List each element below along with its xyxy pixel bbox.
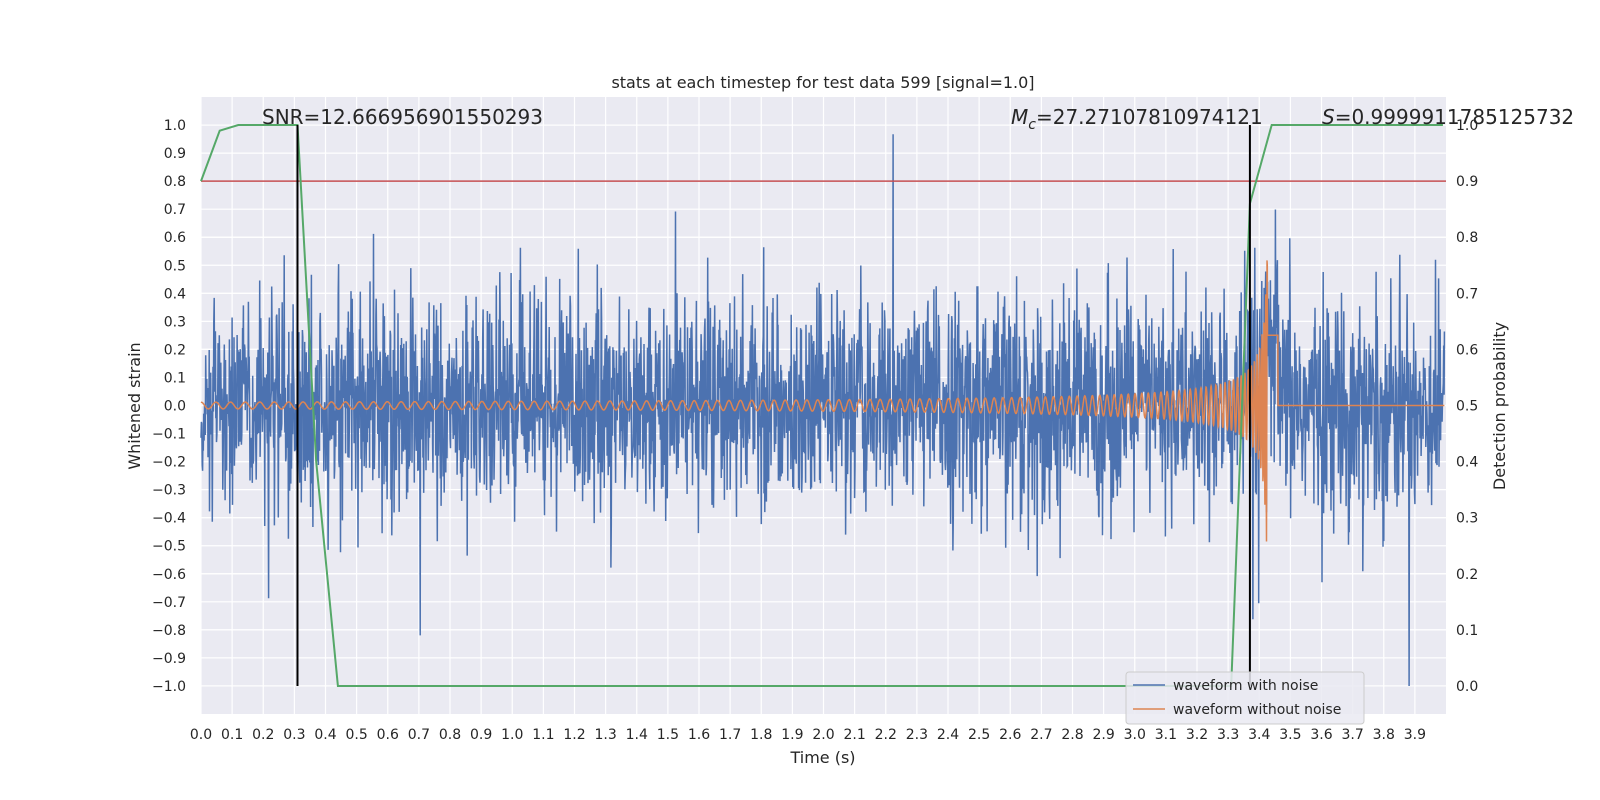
annotation-probability-value: =0.9999911785125732	[1335, 105, 1574, 129]
y-tick-label-left-20: −1.0	[152, 679, 186, 695]
y-tick-label-left-5: 0.5	[164, 258, 186, 274]
y-tick-label-left-17: −0.7	[152, 595, 186, 611]
x-tick-label-13: 1.3	[594, 727, 616, 743]
vertical-markers	[296, 125, 1251, 686]
annotation-probability-symbol: S	[1322, 105, 1335, 129]
x-tick-label-11: 1.1	[532, 727, 554, 743]
x-tick-label-34: 3.4	[1248, 727, 1270, 743]
y-tick-label-left-2: 0.8	[164, 174, 186, 190]
x-axis-label: Time (s)	[789, 748, 855, 767]
series-waveform-without-noise	[200, 260, 1445, 542]
y-tick-label-left-14: −0.4	[152, 511, 186, 527]
x-tick-label-30: 3.0	[1124, 727, 1146, 743]
annotation-snr: SNR=12.666956901550293	[262, 105, 543, 129]
x-tick-label-2: 0.2	[252, 727, 274, 743]
x-tick-label-36: 3.6	[1310, 727, 1332, 743]
y-tick-label-left-7: 0.3	[164, 314, 186, 330]
y-tick-label-right-0: 1.0	[1456, 118, 1478, 134]
y-axis-label-right: Detection probability	[1490, 322, 1509, 490]
annotation-chirp-mass-subscript: c	[1028, 117, 1036, 133]
x-tick-label-3: 0.3	[283, 727, 305, 743]
y-tick-label-left-11: −0.1	[152, 427, 186, 443]
x-tick-label-12: 1.2	[563, 727, 585, 743]
line-waveform-with-noise	[200, 134, 1446, 687]
x-tick-label-38: 3.8	[1373, 727, 1395, 743]
x-tick-label-17: 1.7	[719, 727, 741, 743]
annotation-probability: S=0.9999911785125732	[1322, 105, 1574, 129]
y-tick-labels-right: 1.0 0.9 0.8 0.7 0.6 0.5 0.4 0.3 0.2 0.1 0.0	[1456, 118, 1478, 695]
x-tick-label-31: 3.1	[1155, 727, 1177, 743]
annotation-chirp-mass: Mc=27.27107810974121	[1011, 105, 1263, 133]
x-tick-label-10: 1.0	[501, 727, 523, 743]
y-tick-label-right-6: 0.4	[1456, 455, 1478, 471]
line-detection-probability	[200, 124, 1443, 687]
x-tick-label-9: 0.9	[470, 727, 492, 743]
y-tick-label-left-10: 0.0	[164, 399, 186, 415]
line-waveform-without-noise	[200, 260, 1445, 542]
y-tick-label-left-18: −0.8	[152, 623, 186, 639]
x-tick-label-29: 2.9	[1092, 727, 1114, 743]
x-tick-label-14: 1.4	[626, 727, 648, 743]
y-tick-label-left-16: −0.6	[152, 567, 186, 583]
y-tick-label-left-9: 0.1	[164, 370, 186, 386]
x-tick-label-1: 0.1	[221, 727, 243, 743]
y-tick-label-right-9: 0.1	[1456, 623, 1478, 639]
x-tick-label-6: 0.6	[377, 727, 399, 743]
x-tick-label-7: 0.7	[408, 727, 430, 743]
annotation-chirp-mass-symbol: M	[1011, 105, 1028, 129]
y-tick-label-left-8: 0.2	[164, 342, 186, 358]
x-tick-label-20: 2.0	[812, 727, 834, 743]
y-tick-label-left-3: 0.7	[164, 202, 186, 218]
x-tick-label-28: 2.8	[1061, 727, 1083, 743]
x-tick-labels: 0.0 0.1 0.2 0.3 0.4 0.5 0.6 0.7 0.8 0.9 1.0 1.1 1.2 1…	[190, 727, 1426, 743]
x-tick-label-5: 0.5	[345, 727, 367, 743]
x-tick-label-37: 3.7	[1341, 727, 1363, 743]
x-tick-label-21: 2.1	[843, 727, 865, 743]
series-detection-probability	[200, 124, 1443, 687]
y-axis-label-left: Whitened strain	[125, 342, 144, 469]
x-tick-label-24: 2.4	[937, 727, 959, 743]
legend-label-with-noise: waveform with noise	[1173, 678, 1318, 694]
x-tick-label-8: 0.8	[439, 727, 461, 743]
x-tick-label-15: 1.5	[657, 727, 679, 743]
y-tick-label-right-10: 0.0	[1456, 679, 1478, 695]
y-tick-label-left-0: 1.0	[164, 118, 186, 134]
y-tick-labels-left: 1.0 0.9 0.8 0.7 0.6 0.5 0.4 0.3 0.2 0.1 0.0 −0.1 −0.…	[152, 118, 186, 695]
series-waveform-with-noise	[200, 134, 1446, 687]
x-tick-label-18: 1.8	[750, 727, 772, 743]
x-tick-label-32: 3.2	[1186, 727, 1208, 743]
y-tick-label-right-2: 0.8	[1456, 230, 1478, 246]
x-tick-label-25: 2.5	[968, 727, 990, 743]
x-tick-label-35: 3.5	[1279, 727, 1301, 743]
legend-label-without-noise: waveform without noise	[1173, 702, 1341, 718]
x-tick-label-22: 2.2	[875, 727, 897, 743]
y-tick-label-left-12: −0.2	[152, 455, 186, 471]
chart-title: stats at each timestep for test data 599…	[611, 73, 1034, 92]
y-tick-label-right-7: 0.3	[1456, 511, 1478, 527]
y-tick-label-left-15: −0.5	[152, 539, 186, 555]
x-tick-label-23: 2.3	[906, 727, 928, 743]
y-tick-label-left-13: −0.3	[152, 483, 186, 499]
y-tick-label-left-19: −0.9	[152, 651, 186, 667]
x-tick-label-0: 0.0	[190, 727, 212, 743]
x-tick-label-19: 1.9	[781, 727, 803, 743]
legend-box	[1125, 671, 1365, 725]
x-tick-label-26: 2.6	[999, 727, 1021, 743]
y-tick-label-right-3: 0.7	[1456, 286, 1478, 302]
y-tick-label-left-6: 0.4	[164, 286, 186, 302]
y-tick-label-left-4: 0.6	[164, 230, 186, 246]
x-tick-label-16: 1.6	[688, 727, 710, 743]
y-tick-label-right-5: 0.5	[1456, 399, 1478, 415]
x-tick-label-33: 3.3	[1217, 727, 1239, 743]
annotation-chirp-mass-value: =27.27107810974121	[1036, 105, 1263, 129]
y-tick-label-right-1: 0.9	[1456, 174, 1478, 190]
y-tick-label-left-1: 0.9	[164, 146, 186, 162]
legend: waveform with noise waveform without noi…	[1125, 671, 1365, 725]
y-tick-label-right-8: 0.2	[1456, 567, 1478, 583]
x-tick-label-4: 0.4	[314, 727, 336, 743]
x-tick-label-27: 2.7	[1030, 727, 1052, 743]
x-tick-label-39: 3.9	[1404, 727, 1426, 743]
y-tick-label-right-4: 0.6	[1456, 342, 1478, 358]
